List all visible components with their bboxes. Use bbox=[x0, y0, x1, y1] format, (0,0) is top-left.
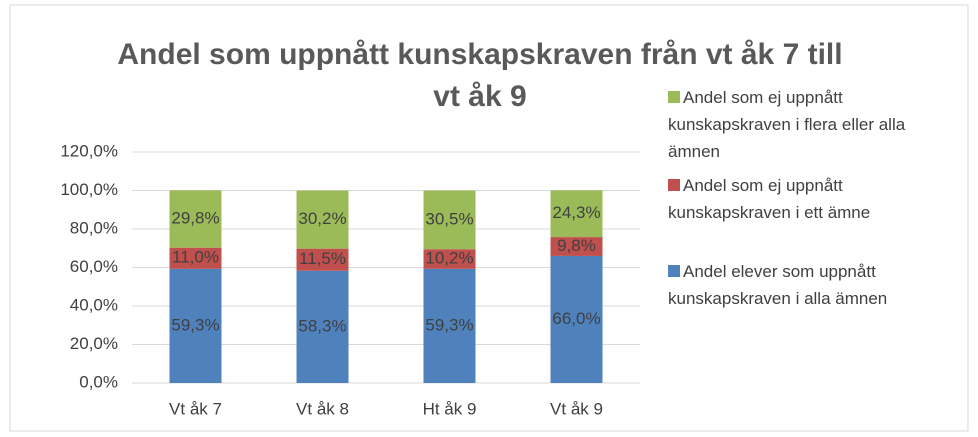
data-label: 59,3% bbox=[171, 315, 219, 334]
data-label: 58,3% bbox=[298, 316, 346, 335]
x-tick-label: Ht åk 9 bbox=[423, 399, 477, 418]
legend-label: Andel som ej uppnått kunskapskraven i et… bbox=[668, 176, 871, 222]
data-label: 11,5% bbox=[299, 249, 346, 268]
legend-entry: Andel som ej uppnått kunskapskraven i et… bbox=[668, 172, 958, 226]
data-label: 11,0% bbox=[172, 248, 219, 267]
bar-segment bbox=[423, 249, 476, 269]
bar-segment bbox=[550, 190, 603, 238]
legend-label: Andel elever som uppnått kunskapskraven … bbox=[668, 262, 888, 308]
x-tick-label: Vt åk 9 bbox=[550, 399, 603, 418]
data-label: 24,3% bbox=[552, 203, 600, 222]
data-label: 9,8% bbox=[557, 236, 596, 255]
legend-label: Andel som ej uppnått kunskapskraven i fl… bbox=[668, 88, 906, 161]
data-label: 30,2% bbox=[298, 209, 346, 228]
data-label: 66,0% bbox=[552, 309, 600, 328]
legend-swatch bbox=[668, 91, 680, 103]
legend-swatch bbox=[668, 179, 680, 191]
data-label: 29,8% bbox=[171, 208, 219, 227]
y-tick-label: 80,0% bbox=[70, 218, 118, 237]
bar-segment bbox=[169, 268, 222, 383]
x-tick-label: Vt åk 8 bbox=[296, 399, 349, 418]
x-tick-label: Vt åk 7 bbox=[169, 399, 222, 418]
legend-swatch bbox=[668, 265, 680, 277]
bar-segment bbox=[550, 237, 603, 256]
y-tick-label: 100,0% bbox=[60, 180, 118, 199]
bar-segment bbox=[296, 190, 349, 249]
data-label: 10,2% bbox=[425, 249, 473, 268]
bar-segment bbox=[169, 247, 222, 269]
chart-border bbox=[9, 4, 969, 432]
y-tick-label: 60,0% bbox=[70, 257, 118, 276]
bar-segment bbox=[169, 190, 222, 248]
data-label: 59,3% bbox=[425, 315, 473, 334]
chart-title: Andel som uppnått kunskapskraven från vt… bbox=[117, 38, 843, 113]
y-tick-label: 0,0% bbox=[79, 372, 118, 391]
data-label: 30,5% bbox=[425, 209, 473, 228]
y-tick-label: 20,0% bbox=[70, 334, 118, 353]
bar-segment bbox=[550, 255, 603, 383]
bar-segment bbox=[423, 268, 476, 383]
y-tick-label: 120,0% bbox=[60, 141, 118, 160]
bar-segment bbox=[296, 248, 349, 271]
y-tick-label: 40,0% bbox=[70, 295, 118, 314]
legend-entry: Andel elever som uppnått kunskapskraven … bbox=[668, 258, 958, 312]
bar-segment bbox=[296, 270, 349, 383]
bar-segment bbox=[423, 190, 476, 250]
legend-entry: Andel som ej uppnått kunskapskraven i fl… bbox=[668, 84, 958, 165]
